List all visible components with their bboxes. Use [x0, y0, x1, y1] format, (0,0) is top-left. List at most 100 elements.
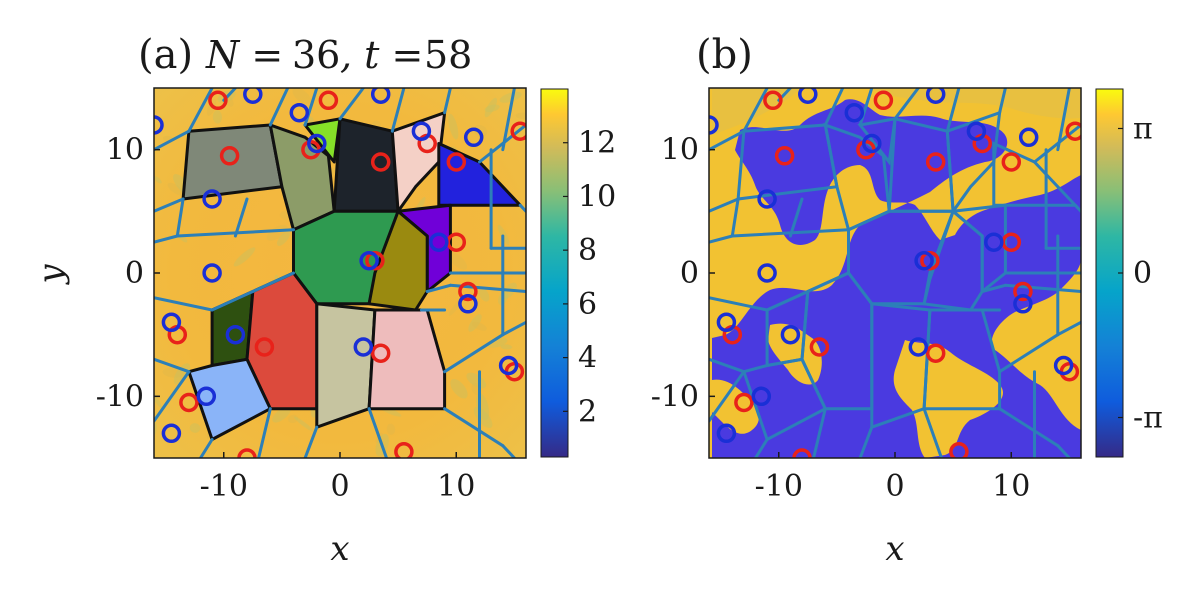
vortex-positive [925, 343, 946, 363]
y-tick-label: -10 [651, 379, 699, 414]
colorbar-tick-label: 8 [578, 233, 597, 268]
voronoi-edge [251, 271, 295, 293]
voronoi-edge [754, 438, 769, 458]
voronoi-edge [709, 197, 740, 213]
vortex-negative [908, 337, 929, 357]
phase-patch-upper-right [870, 88, 1081, 119]
density-ripple [154, 421, 157, 436]
vortex-positive [179, 392, 199, 413]
density-ripple [189, 423, 201, 433]
voronoi-edge [980, 283, 1007, 293]
vortex-positive [925, 152, 946, 172]
colorbar-tick-label: 10 [578, 179, 616, 214]
panel-b-ticks: -10 0 10 -10 0 10 [651, 133, 1031, 504]
voronoi-edge [501, 444, 516, 458]
voronoi-edge [257, 407, 272, 458]
cluster-cell-14 [187, 357, 272, 441]
density-ripple [266, 224, 288, 241]
density-ripple [466, 372, 487, 389]
density-ripple [272, 406, 291, 423]
voronoi-edges [154, 88, 526, 458]
density-ripple [450, 379, 468, 399]
vortex-positive [873, 90, 894, 111]
voronoi-edge [210, 290, 255, 312]
vortex-negative [243, 88, 263, 104]
density-ripple [212, 110, 223, 124]
voronoi-edge [812, 407, 827, 458]
vortex-positive [1013, 281, 1033, 302]
vortex-negative [289, 102, 310, 123]
vortex-negative [161, 423, 182, 444]
vortex-negative [780, 324, 801, 345]
vortex-negative [359, 250, 379, 271]
density-ripple [484, 104, 500, 113]
vortex-negative [161, 312, 182, 333]
vortex-positive [394, 442, 414, 458]
voronoi-edge [501, 88, 516, 152]
vortex-positive [763, 90, 783, 111]
colorbar-tick-label: π [1133, 111, 1153, 146]
vortex-negative [757, 189, 777, 209]
colorbar-tick-label: 0 [1133, 256, 1152, 291]
voronoi-edge [443, 333, 505, 374]
panel-a-ticks: -10 0 10 -10 0 10 [96, 133, 476, 504]
voronoi-edge [998, 407, 1060, 448]
voronoi-edge [709, 357, 746, 374]
density-ripple [448, 113, 459, 140]
vortex-positive [254, 337, 275, 357]
colorbar-tick-label: 6 [578, 287, 597, 322]
vortex-negative [411, 121, 432, 141]
cluster-cell-12 [315, 302, 377, 429]
voronoi-edge [367, 407, 388, 458]
vortex-negative [984, 232, 1004, 252]
density-ripple [484, 97, 498, 118]
voronoi-edge [1056, 320, 1081, 337]
vortex-negative [716, 423, 737, 444]
vortex-positive [318, 90, 339, 111]
density-ripple [448, 251, 468, 270]
vortex-negative [798, 88, 818, 104]
panel-a-title: N = 36 , t = 58 [205, 33, 472, 77]
y-tick-label: 10 [106, 133, 144, 168]
density-ripple [287, 414, 299, 424]
vortex-negative [370, 88, 391, 104]
density-ripple [478, 287, 490, 302]
vortex-negative [709, 115, 719, 135]
voronoi-edge [233, 197, 249, 238]
title-t-value: 58 [424, 33, 472, 77]
voronoi-edge [998, 88, 1007, 115]
vortex-positive [370, 343, 391, 363]
voronoi-cell-boundary [922, 308, 1002, 411]
x-tick-label: 10 [437, 469, 475, 504]
vortex-positive [510, 121, 526, 141]
voronoi-edge [742, 88, 769, 133]
voronoi-edge [390, 88, 406, 133]
voronoi-edge [945, 88, 961, 133]
vortex-positive [458, 281, 478, 302]
voronoi-edge [518, 203, 526, 213]
vortex-negative [1013, 294, 1033, 314]
voronoi-edge [709, 370, 746, 423]
voronoi-edge [187, 88, 214, 133]
vortex-positive [1001, 152, 1022, 172]
vortex-positive [792, 448, 812, 458]
vortex-positive [365, 250, 385, 271]
vortex-negative [914, 250, 934, 271]
vortex-negative [429, 232, 449, 252]
density-ripple [233, 247, 256, 267]
voronoi-edge [303, 88, 319, 127]
vortex-positive [949, 442, 969, 458]
vortex-positive [370, 152, 391, 172]
density-ripple [162, 367, 185, 378]
density-ripple [276, 231, 291, 246]
vortex-negative [458, 294, 478, 314]
voronoi-edge [730, 197, 740, 238]
voronoi-edge [154, 129, 191, 152]
vortex-positive [774, 146, 795, 166]
voronoi-edge [709, 129, 746, 152]
voronoi-cell-boundary [945, 110, 1002, 216]
density-ripple [292, 88, 312, 105]
y-tick-label: 0 [125, 256, 144, 291]
voronoi-edge [268, 88, 290, 127]
voronoi-edge [998, 333, 1060, 374]
